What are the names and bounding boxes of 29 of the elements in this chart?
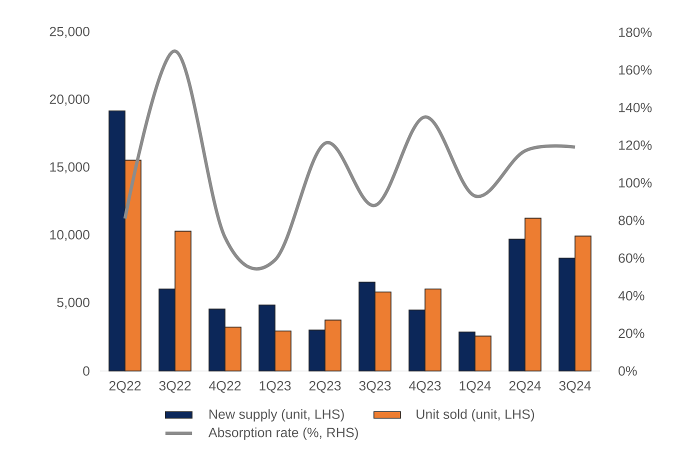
y-tick-label: 0 — [83, 366, 90, 376]
x-tick-label: 3Q24 — [559, 381, 591, 393]
x-tick-label: 2Q23 — [309, 381, 341, 393]
legend-label: Absorption rate (%, RHS) — [208, 427, 358, 440]
x-tick-label: 4Q22 — [209, 381, 241, 393]
x-tick-label: 3Q23 — [359, 381, 391, 393]
legend-label: Unit sold (unit, LHS) — [416, 409, 534, 422]
y2-tick-label: 80% — [618, 216, 644, 226]
y2-tick-label: 100% — [619, 178, 652, 188]
x-tick-label: 2Q22 — [109, 381, 141, 393]
y2-tick-label: 120% — [619, 140, 652, 150]
y2-tick-label: 40% — [618, 291, 644, 300]
y-tick-label: 20,000 — [50, 94, 90, 106]
x-tick-label: 1Q23 — [260, 381, 291, 393]
y2-tick-label: 180% — [619, 28, 652, 38]
y2-tick-label: 20% — [618, 328, 644, 338]
x-tick-label: 4Q23 — [409, 381, 441, 393]
y2-tick-label: 60% — [618, 253, 644, 263]
y-tick-label: 25,000 — [50, 26, 90, 38]
x-tick-label: 3Q22 — [159, 381, 191, 393]
y-tick-label: 15,000 — [50, 162, 90, 174]
y-tick-label: 5,000 — [57, 298, 90, 309]
y2-tick-label: 160% — [619, 65, 652, 75]
y-tick-label: 10,000 — [50, 230, 90, 242]
x-tick-label: 1Q24 — [460, 381, 491, 393]
legend-label: New supply (unit, LHS) — [209, 409, 344, 422]
y2-tick-label: 140% — [619, 102, 652, 112]
y2-tick-label: 0% — [618, 366, 637, 376]
x-tick-label: 2Q24 — [509, 381, 541, 393]
